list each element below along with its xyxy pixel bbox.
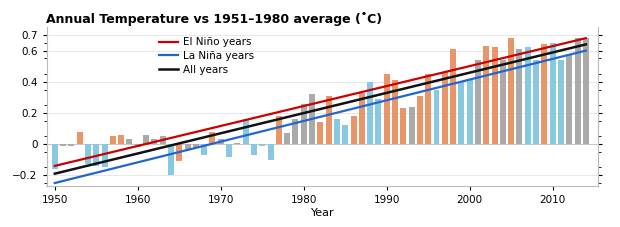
- Bar: [326, 96, 332, 144]
- Bar: [210, 132, 215, 144]
- Bar: [168, 144, 174, 175]
- Bar: [259, 144, 265, 146]
- Bar: [276, 116, 282, 144]
- Bar: [583, 38, 589, 144]
- Bar: [185, 144, 190, 150]
- Bar: [52, 144, 58, 169]
- Bar: [284, 133, 290, 144]
- Bar: [558, 60, 564, 144]
- Bar: [293, 119, 298, 144]
- Bar: [433, 90, 440, 144]
- Bar: [533, 60, 539, 144]
- Bar: [176, 144, 182, 161]
- Bar: [218, 139, 224, 144]
- X-axis label: Year: Year: [311, 208, 334, 218]
- Bar: [110, 136, 116, 144]
- Bar: [135, 144, 141, 147]
- Bar: [484, 46, 489, 144]
- Bar: [93, 144, 99, 166]
- Bar: [68, 144, 74, 146]
- Bar: [118, 135, 124, 144]
- Bar: [301, 104, 307, 144]
- Bar: [268, 144, 273, 160]
- Bar: [309, 94, 315, 144]
- Bar: [492, 47, 498, 144]
- Bar: [201, 144, 207, 155]
- Bar: [467, 79, 472, 144]
- Bar: [77, 132, 82, 144]
- Bar: [550, 43, 556, 144]
- Bar: [566, 54, 572, 144]
- Bar: [367, 82, 373, 144]
- Bar: [242, 119, 249, 144]
- Bar: [417, 96, 423, 144]
- Bar: [541, 44, 547, 144]
- Bar: [126, 139, 133, 144]
- Bar: [342, 125, 348, 144]
- Bar: [234, 143, 241, 144]
- Bar: [251, 144, 257, 155]
- Bar: [516, 49, 523, 144]
- Bar: [442, 72, 448, 144]
- Bar: [151, 139, 157, 144]
- Bar: [409, 107, 415, 144]
- Bar: [317, 122, 323, 144]
- Bar: [575, 38, 580, 144]
- Bar: [384, 74, 390, 144]
- Bar: [350, 116, 356, 144]
- Bar: [60, 144, 66, 146]
- Bar: [525, 47, 531, 144]
- Bar: [226, 144, 232, 157]
- Bar: [392, 80, 398, 144]
- Text: Annual Temperature vs 1951–1980 average (˚C): Annual Temperature vs 1951–1980 average …: [46, 12, 383, 26]
- Bar: [475, 60, 481, 144]
- Bar: [160, 136, 166, 144]
- Bar: [102, 144, 108, 168]
- Bar: [401, 108, 406, 144]
- Legend: El Niño years, La Niña years, All years: El Niño years, La Niña years, All years: [159, 37, 254, 74]
- Bar: [85, 144, 91, 164]
- Bar: [334, 119, 340, 144]
- Bar: [508, 38, 514, 144]
- Bar: [500, 60, 506, 144]
- Bar: [359, 93, 365, 144]
- Bar: [425, 74, 431, 144]
- Bar: [450, 49, 456, 144]
- Bar: [193, 144, 199, 147]
- Bar: [458, 82, 464, 144]
- Bar: [143, 135, 149, 144]
- Bar: [376, 99, 381, 144]
